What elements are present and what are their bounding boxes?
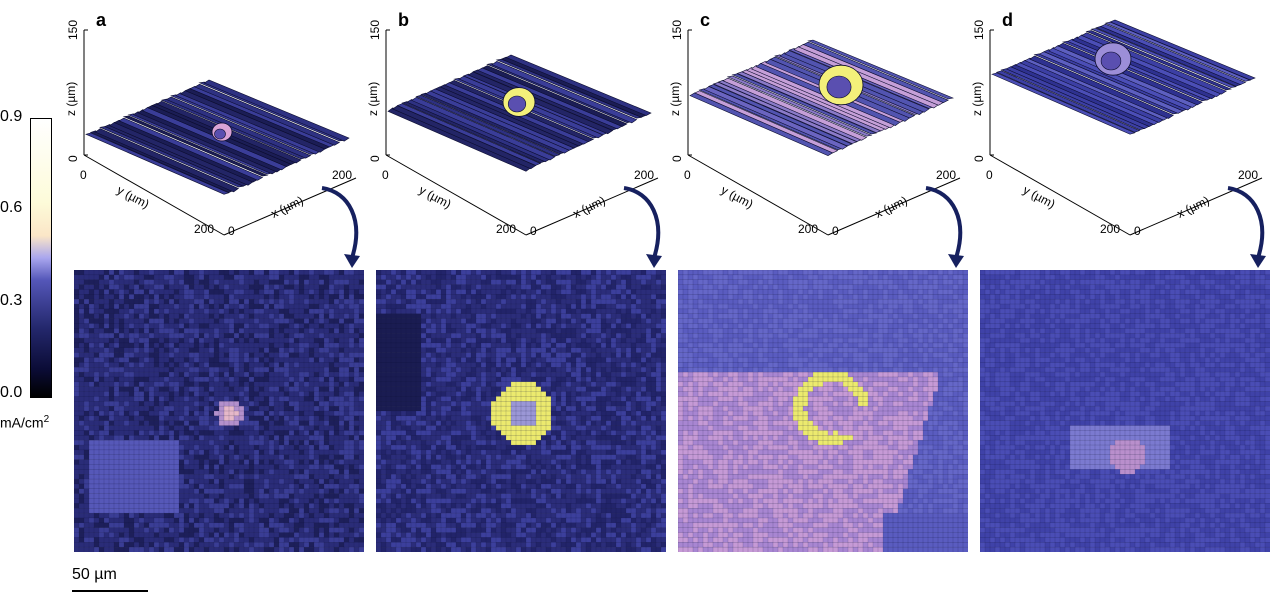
current-density-map-d [980,270,1270,552]
y-tick-label: 200 [194,222,215,236]
z-tick-label: 150 [670,19,684,40]
z-axis-label: z (µm) [366,81,380,116]
x-tick-label: 200 [634,168,655,182]
x-tick-label: 0 [832,224,839,238]
colorbar-tick-label: 0.0 [0,384,23,401]
panel-label: b [398,10,409,30]
x-tick-label: 0 [228,224,235,238]
y-tick-label: 200 [496,222,517,236]
surface-svg [83,29,360,268]
colorbar-tick-label: 0.3 [0,292,23,309]
y-tick-label: 0 [684,168,691,182]
x-tick-label: 200 [936,168,957,182]
colorbar-tick-label: 0.9 [0,108,23,125]
current-density-map-c [678,270,968,552]
surface-svg [989,19,1266,268]
current-density-map-b [376,270,666,552]
z-tick-label: 150 [66,19,80,40]
surface-svg [687,29,964,268]
colorbar-tick-label: 0.6 [0,199,23,216]
panel-label: d [1002,10,1013,30]
y-tick-label: 200 [798,222,819,236]
colorbar-unit: mA/cm2 [0,414,50,431]
current-density-map-a [74,270,364,552]
y-tick-label: 0 [382,168,389,182]
z-tick-label: 150 [972,19,986,40]
colorbar [30,118,52,398]
surface-svg [385,29,662,268]
x-tick-label: 200 [1238,168,1259,182]
3d-surface-plot-a [74,0,364,268]
scale-bar [72,590,148,592]
z-tick-label: 150 [368,19,382,40]
3d-surface-plot-d [980,0,1270,268]
z-tick-label: 0 [368,155,382,162]
3d-surface-plot-b [376,0,666,268]
panel-label: a [96,10,107,30]
z-tick-label: 0 [972,155,986,162]
scale-bar-label: 50 µm [72,566,117,583]
x-tick-label: 200 [332,168,353,182]
y-tick-label: 0 [80,168,87,182]
y-tick-label: 0 [986,168,993,182]
x-tick-label: 0 [530,224,537,238]
z-axis-label: z (µm) [64,81,78,116]
x-tick-label: 0 [1134,224,1141,238]
panel-label: c [700,10,711,30]
z-tick-label: 0 [670,155,684,162]
z-axis-label: z (µm) [668,81,682,116]
3d-surface-plot-c [678,0,968,268]
z-axis-label: z (µm) [970,81,984,116]
y-tick-label: 200 [1100,222,1121,236]
z-tick-label: 0 [66,155,80,162]
